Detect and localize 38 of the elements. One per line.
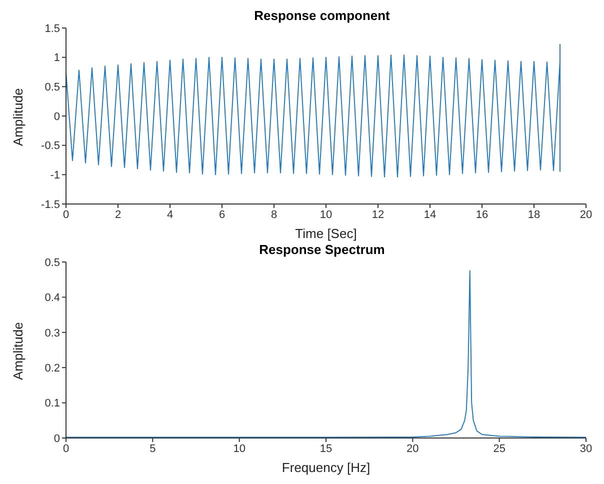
x-tick-label: 5	[150, 442, 156, 455]
chart-title: Response component	[253, 8, 391, 24]
x-axis-title: Time [Sec]	[295, 226, 357, 241]
chart-title: Response Spectrum	[258, 242, 386, 258]
y-tick-label: 0.3	[44, 327, 60, 340]
x-tick-label: 6	[218, 208, 226, 221]
y-tick-label: 0.5	[44, 82, 60, 94]
x-tick-label: 15	[320, 442, 332, 455]
y-tick-label: 1	[54, 52, 60, 64]
y-tick-label: -1.5	[41, 198, 60, 211]
x-tick-label: 8	[270, 208, 278, 221]
y-axis-title: Amplitude	[10, 88, 26, 146]
y-tick-label: 0.2	[44, 362, 60, 375]
x-tick-label: 0	[62, 442, 70, 455]
y-tick-label: 0	[54, 110, 60, 123]
x-tick-label: 12	[372, 208, 384, 221]
x-tick-label: 14	[424, 208, 436, 221]
y-axis-title: Amplitude	[10, 322, 26, 380]
x-tick-label: 25	[493, 442, 506, 455]
y-tick-label: 0.4	[44, 292, 60, 304]
x-axis-title: Frequency [Hz]	[282, 460, 370, 475]
x-tick-label: 18	[528, 208, 540, 221]
y-tick-label: -0.5	[41, 140, 60, 152]
line-series	[66, 44, 560, 178]
y-tick-label: 0	[54, 432, 60, 445]
x-tick-label: 10	[320, 208, 332, 221]
y-tick-label: 0.5	[44, 256, 60, 269]
x-tick-label: 20	[406, 442, 419, 455]
y-tick-label: -1	[50, 170, 60, 182]
x-tick-label: 10	[233, 442, 246, 455]
x-tick-label: 2	[114, 208, 122, 221]
y-tick-label: 0.1	[44, 398, 60, 410]
y-tick-label: 1.5	[44, 22, 60, 35]
x-tick-label: 4	[166, 208, 174, 221]
x-tick-label: 16	[476, 208, 488, 221]
x-tick-label: 20	[580, 208, 592, 221]
x-tick-label: 30	[580, 442, 592, 455]
x-tick-label: 0	[62, 208, 70, 221]
